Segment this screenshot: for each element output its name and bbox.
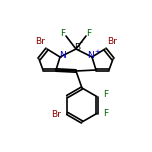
Text: +: + — [94, 49, 100, 55]
Text: Br: Br — [107, 38, 117, 47]
Text: F: F — [60, 29, 66, 38]
Text: F: F — [103, 90, 108, 99]
Text: B: B — [74, 43, 80, 52]
Text: Br: Br — [51, 110, 61, 119]
Text: ⁻: ⁻ — [79, 41, 83, 47]
Text: N: N — [60, 52, 66, 60]
Text: F: F — [86, 29, 92, 38]
Text: N: N — [87, 52, 93, 60]
Text: Br: Br — [35, 38, 45, 47]
Text: F: F — [103, 109, 108, 118]
